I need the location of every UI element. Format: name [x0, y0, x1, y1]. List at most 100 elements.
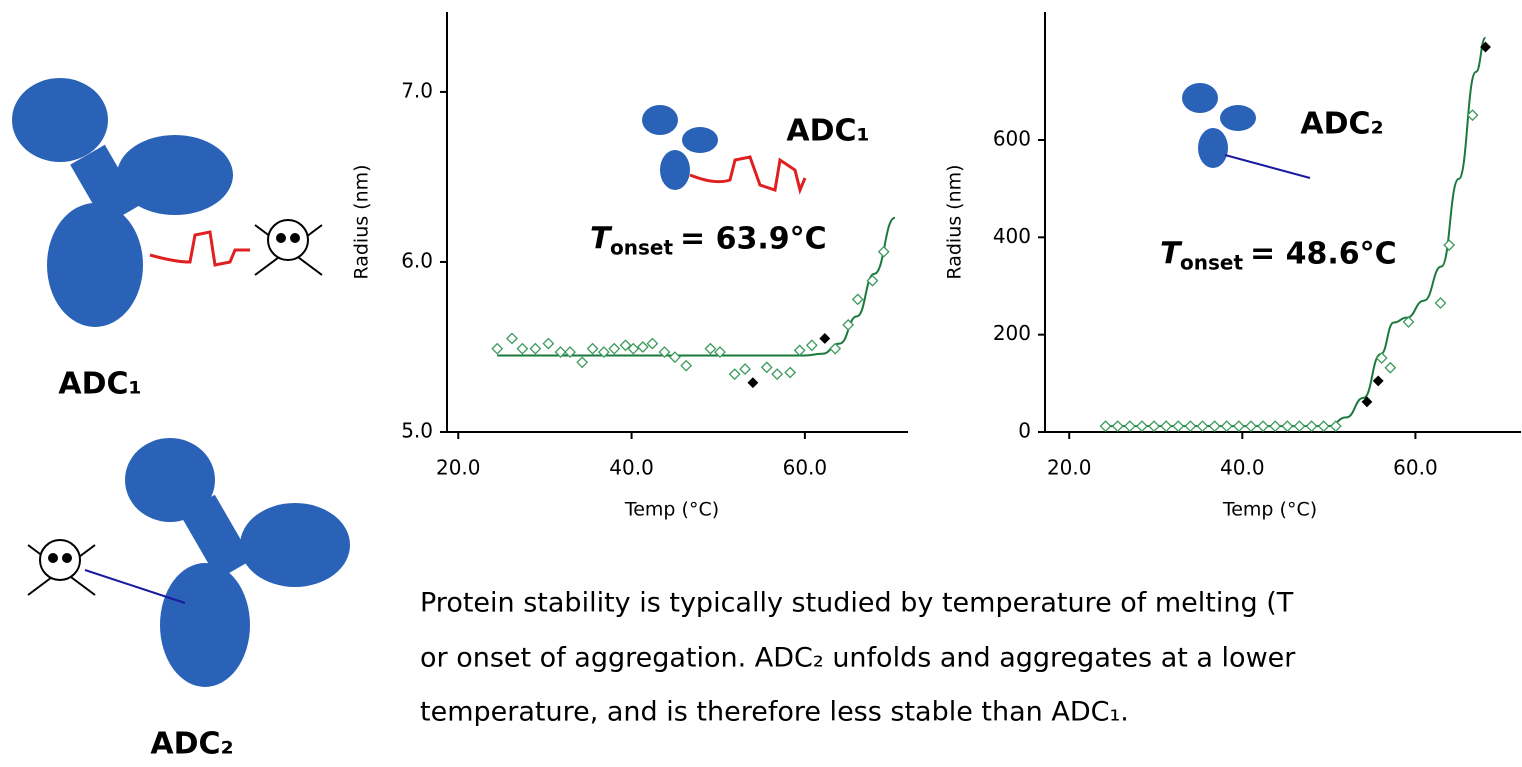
data-point: [506, 332, 518, 345]
data-point: [1245, 420, 1257, 433]
data-point: [1220, 420, 1233, 433]
inset-linker-blue: [1224, 154, 1311, 179]
onset-value: = 48.6°C: [1250, 237, 1397, 272]
inset-antibody: [642, 105, 718, 190]
data-point: [1196, 420, 1209, 433]
y-tick-label: 600: [993, 126, 1031, 150]
data-point: [597, 346, 610, 359]
data-point: [866, 274, 879, 287]
data-point: [747, 377, 759, 389]
data-point: [554, 346, 567, 359]
data-point: [739, 363, 752, 376]
y-tick-label: 7.0: [401, 78, 433, 102]
y-tick-label: 400: [993, 224, 1031, 248]
data-point: [784, 366, 797, 379]
data-point: [1329, 420, 1342, 433]
onset-symbol: T: [590, 222, 613, 257]
data-point: [491, 342, 504, 355]
inset-linker-red: [689, 155, 807, 195]
data-point: [842, 318, 855, 331]
y-tick-label: 200: [993, 321, 1031, 345]
data-point: [819, 333, 831, 344]
inset-label: ADC₂: [1300, 107, 1383, 142]
paragraph-line: Protein stability is typically studied b…: [420, 588, 1294, 619]
data-point: [1172, 420, 1185, 433]
data-point: [1148, 420, 1160, 433]
x-tick-label: 60.0: [783, 456, 828, 480]
skull-icon: [254, 219, 323, 276]
skull-icon: [27, 539, 96, 596]
data-point: [805, 339, 818, 352]
x-tick-label: 60.0: [1393, 456, 1438, 480]
data-point: [1184, 420, 1197, 433]
data-point: [1305, 420, 1318, 433]
data-point: [1293, 420, 1306, 433]
data-point: [1099, 420, 1112, 433]
onset-subscript: onset: [610, 236, 673, 260]
y-tick-label: 5.0: [401, 419, 433, 443]
x-axis-label: Temp (°C): [1222, 499, 1317, 521]
x-tick-label: 20.0: [436, 456, 481, 480]
linker-red: [149, 230, 250, 267]
antibody-adc2: [125, 438, 350, 687]
y-axis-label: Radius (nm): [944, 164, 966, 279]
data-point: [529, 342, 542, 355]
data-point: [1402, 316, 1415, 328]
data-point: [760, 361, 773, 374]
data-point: [564, 346, 576, 359]
data-point: [704, 342, 717, 355]
data-point: [714, 346, 726, 359]
x-tick-label: 40.0: [1220, 456, 1265, 480]
data-point: [1317, 420, 1330, 433]
x-axis-label: Temp (°C): [624, 499, 719, 521]
data-point: [1123, 420, 1136, 433]
data-point: [793, 344, 806, 357]
y-axis-label: Radius (nm): [351, 164, 373, 279]
data-point: [1136, 420, 1148, 433]
data-point: [1375, 352, 1388, 364]
x-tick-label: 40.0: [609, 456, 654, 480]
data-point: [1208, 420, 1221, 433]
y-tick-label: 6.0: [401, 248, 433, 272]
data-point: [668, 351, 681, 364]
data-point: [576, 356, 589, 369]
x-tick-label: 20.0: [1047, 456, 1092, 480]
data-point: [1384, 361, 1397, 374]
paragraph-line: or onset of aggregation. ADC₂ unfolds an…: [420, 643, 1296, 674]
data-point: [1281, 420, 1294, 433]
data-point: [1160, 420, 1173, 433]
data-point: [1257, 420, 1270, 433]
data-point: [619, 339, 632, 352]
data-point: [1361, 396, 1373, 408]
antibody-adc1: [12, 78, 233, 327]
data-point: [851, 293, 864, 306]
paragraph-line: temperature, and is therefore less stabl…: [420, 697, 1129, 728]
linker-blue: [84, 569, 186, 604]
data-point: [829, 342, 842, 355]
inset-label: ADC₁: [786, 114, 869, 149]
data-point: [1372, 375, 1384, 387]
data-point: [1434, 297, 1447, 309]
data-point: [1443, 239, 1456, 252]
y-tick-label: 0: [1018, 419, 1031, 443]
inset-antibody: [1182, 83, 1256, 168]
data-point: [646, 337, 659, 350]
data-point: [1232, 420, 1245, 433]
label-adc1: ADC₁: [58, 367, 141, 402]
data-point: [771, 368, 784, 381]
data-point: [636, 341, 649, 353]
data-point: [586, 342, 599, 355]
data-point: [1480, 41, 1491, 53]
data-point: [728, 368, 741, 381]
fit-line: [1105, 36, 1487, 428]
data-point: [1111, 420, 1124, 433]
data-point: [627, 342, 640, 355]
data-point: [608, 342, 621, 355]
onset-symbol: T: [1160, 237, 1183, 272]
onset-value: = 63.9°C: [680, 222, 827, 257]
data-point: [516, 342, 529, 355]
data-point: [542, 337, 555, 350]
onset-subscript: onset: [1180, 251, 1243, 275]
data-point: [680, 359, 693, 372]
